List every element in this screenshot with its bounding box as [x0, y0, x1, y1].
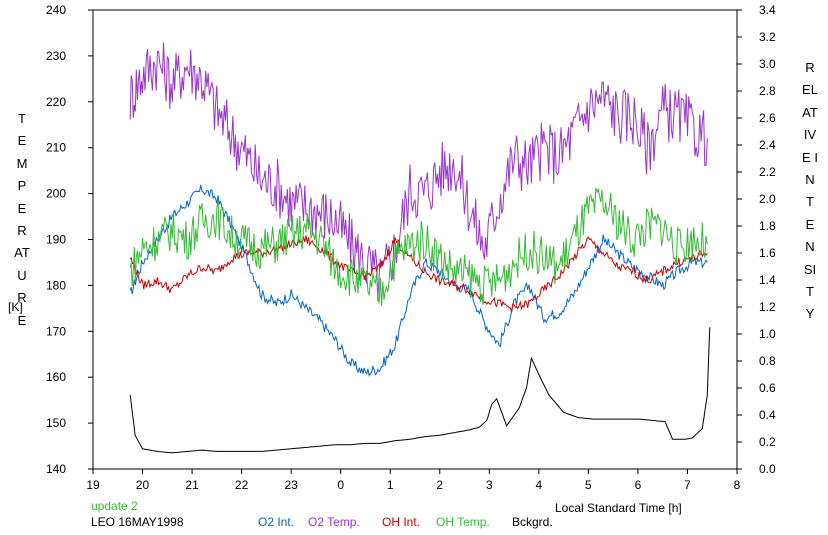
- legend-o2-temp: O2 Temp.: [308, 515, 360, 529]
- series-bckgrd: [129, 327, 711, 454]
- series-oh-int: [129, 235, 708, 313]
- y-right-tick-label: 2.2: [759, 165, 776, 179]
- y-left-tick-label: 220: [46, 95, 66, 109]
- y-left-tick-label: 160: [46, 370, 66, 384]
- update-label: update 2: [91, 499, 138, 513]
- left-axis-unit: [K]: [8, 300, 23, 314]
- x-tick-label: 7: [684, 478, 691, 492]
- y-right-tick-label: 0.4: [759, 408, 776, 422]
- y-right-tick-label: 2.0: [759, 192, 776, 206]
- x-tick-label: 8: [734, 478, 741, 492]
- y-left-tick-label: 150: [46, 416, 66, 430]
- series-layer: [129, 42, 711, 454]
- y-left-tick-label: 190: [46, 233, 66, 247]
- y-left-tick-label: 230: [46, 49, 66, 63]
- x-tick-label: 23: [284, 478, 298, 492]
- legend-bckgrd: Bckgrd.: [512, 515, 553, 529]
- y-left-tick-label: 170: [46, 324, 66, 338]
- x-tick-label: 3: [486, 478, 493, 492]
- y-right-tick-label: 0.8: [759, 354, 776, 368]
- y-right-tick-label: 1.4: [759, 273, 776, 287]
- x-tick-label: 21: [185, 478, 199, 492]
- y-right-tick-label: 3.0: [759, 57, 776, 71]
- x-tick-label: 6: [635, 478, 642, 492]
- right-axis-label: RELATIVE INTENSITY: [802, 60, 818, 322]
- x-tick-label: 0: [337, 478, 344, 492]
- x-tick-label: 22: [235, 478, 249, 492]
- y-right-tick-label: 3.4: [759, 3, 776, 17]
- series-o2-int: [129, 184, 708, 378]
- y-left-tick-label: 180: [46, 278, 66, 292]
- y-right-tick-label: 0.0: [759, 462, 776, 476]
- y-left-tick-label: 240: [46, 3, 66, 17]
- y-left-tick-label: 210: [46, 141, 66, 155]
- x-tick-label: 2: [436, 478, 443, 492]
- series-o2-temp: [129, 42, 708, 302]
- x-tick-label: 1: [387, 478, 394, 492]
- x-axis-label: Local Standard Time [h]: [555, 501, 682, 515]
- y-right-tick-label: 2.4: [759, 138, 776, 152]
- y-right-tick-label: 1.8: [759, 219, 776, 233]
- y-right-tick-label: 3.2: [759, 30, 776, 44]
- series-oh-temp: [129, 187, 708, 306]
- y-right-tick-label: 2.6: [759, 111, 776, 125]
- axis-ticks: 19 20 21 22 23 0 1 2 3 4 5 6 7 8140150160170180190200…: [46, 3, 776, 492]
- y-right-tick-label: 0.6: [759, 381, 776, 395]
- y-left-tick-label: 200: [46, 187, 66, 201]
- x-tick-label: 19: [86, 478, 100, 492]
- legend-oh-temp: OH Temp.: [436, 515, 490, 529]
- station-date-label: LEO 16MAY1998: [91, 515, 184, 529]
- x-tick-label: 5: [585, 478, 592, 492]
- y-right-tick-label: 2.8: [759, 84, 776, 98]
- y-right-tick-label: 0.2: [759, 435, 776, 449]
- x-tick-label: 4: [536, 478, 543, 492]
- y-left-tick-label: 140: [46, 462, 66, 476]
- legend-oh-int: OH Int.: [382, 515, 421, 529]
- left-axis-label: TEMPERATURE: [14, 111, 30, 328]
- y-right-tick-label: 1.6: [759, 246, 776, 260]
- x-tick-label: 20: [136, 478, 150, 492]
- y-right-tick-label: 1.2: [759, 300, 776, 314]
- legend-o2-int: O2 Int.: [258, 515, 295, 529]
- y-right-tick-label: 1.0: [759, 327, 776, 341]
